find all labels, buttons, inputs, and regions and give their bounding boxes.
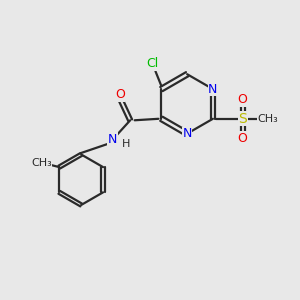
Text: N: N (182, 127, 192, 140)
Text: H: H (122, 139, 130, 149)
Text: N: N (208, 82, 218, 96)
Text: O: O (115, 88, 125, 101)
Text: N: N (108, 133, 117, 146)
Text: O: O (238, 93, 248, 106)
Text: CH₃: CH₃ (257, 114, 278, 124)
Text: CH₃: CH₃ (31, 158, 52, 168)
Text: S: S (238, 112, 247, 126)
Text: Cl: Cl (146, 57, 159, 70)
Text: O: O (238, 132, 248, 145)
